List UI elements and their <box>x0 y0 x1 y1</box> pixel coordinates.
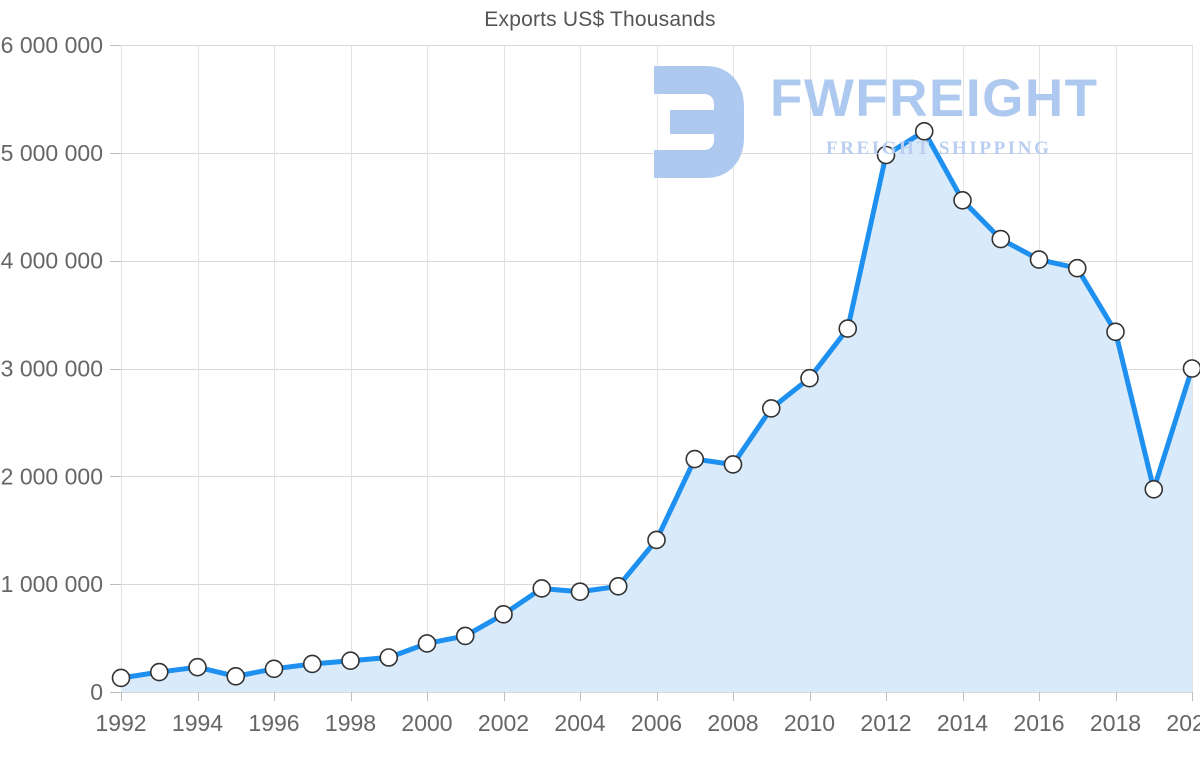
x-axis-tick-label: 2004 <box>554 710 605 736</box>
y-axis-tick-label: 6 000 000 <box>1 32 103 58</box>
x-axis-tick-label: 2002 <box>478 710 529 736</box>
data-point-marker <box>838 319 858 338</box>
data-point-marker <box>1144 479 1164 499</box>
series-area-fill <box>121 131 1192 692</box>
y-axis-tick-label: 1 000 000 <box>1 571 103 597</box>
data-point-marker <box>800 368 819 388</box>
axis-lines <box>110 45 1193 701</box>
data-point-marker <box>532 579 552 598</box>
y-axis-tick-label: 3 000 000 <box>1 356 103 382</box>
data-point-marker <box>264 659 284 679</box>
data-point-marker <box>876 145 896 165</box>
page-title: Exports US$ Thousands <box>484 8 716 31</box>
x-axis-tick-label: 2000 <box>401 710 452 736</box>
data-point-marker <box>647 530 666 550</box>
y-axis-tick-label: 2 000 000 <box>1 463 103 489</box>
x-axis-tick-label: 1994 <box>172 710 223 736</box>
data-point-marker <box>570 582 590 602</box>
data-point-marker <box>953 190 972 210</box>
data-point-marker <box>1067 258 1087 278</box>
data-point-marker <box>1106 322 1125 342</box>
y-axis-tick-labels: 0 1 000 000 2 000 000 3 000 000 4 000 000 5 0… <box>1 32 103 705</box>
data-point-marker <box>149 662 169 682</box>
data-point-marker <box>608 577 628 596</box>
data-point-marker <box>226 667 246 686</box>
data-point-marker <box>991 229 1011 249</box>
data-point-marker <box>1029 250 1049 269</box>
x-axis-tick-label: 2014 <box>937 710 988 736</box>
y-axis-tick-label: 4 000 000 <box>1 248 103 274</box>
x-axis-tick-label: 2016 <box>1013 710 1064 736</box>
x-axis-tick-label: 2010 <box>784 710 835 736</box>
x-axis-tick-label: 2008 <box>707 710 758 736</box>
data-point-marker <box>417 634 437 653</box>
data-point-marker <box>1182 359 1200 378</box>
data-point-marker <box>302 654 322 674</box>
data-point-marker <box>494 605 513 624</box>
x-axis-tick-label: 1992 <box>95 710 146 736</box>
data-point-marker <box>455 626 475 646</box>
y-axis-tick-label: 5 000 000 <box>1 140 103 166</box>
x-axis-tick-label: 1998 <box>325 710 376 736</box>
data-point-marker <box>685 449 705 469</box>
data-point-marker <box>761 399 781 418</box>
data-point-marker <box>111 668 131 688</box>
data-point-marker <box>914 121 934 141</box>
x-axis-tick-label: 2006 <box>631 710 682 736</box>
data-point-marker <box>188 657 207 677</box>
x-axis-tick-label: 1996 <box>248 710 299 736</box>
series-markers-group <box>111 121 1200 688</box>
data-point-marker <box>723 455 743 474</box>
x-axis-tick-label: 2018 <box>1090 710 1141 736</box>
data-point-marker <box>379 648 399 667</box>
x-axis-tick-label: 2012 <box>860 710 911 736</box>
y-axis-tick-label: 0 <box>90 679 103 705</box>
x-axis-tick-labels: 1992 1994 1996 1998 2000 2002 2004 2006 2008 2010… <box>95 710 1200 736</box>
data-point-marker <box>341 651 360 671</box>
x-axis-tick-label: 2020 <box>1166 710 1200 736</box>
